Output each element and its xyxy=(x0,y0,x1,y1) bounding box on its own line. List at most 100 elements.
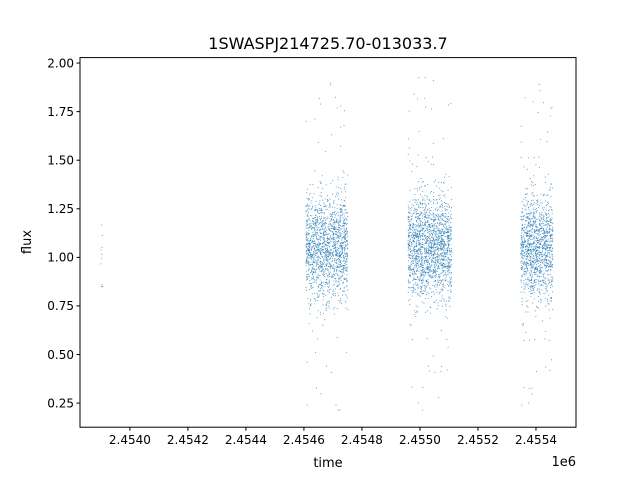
data-point xyxy=(309,279,311,282)
data-point xyxy=(430,296,432,298)
data-point xyxy=(440,218,442,220)
data-point xyxy=(415,315,417,317)
data-point xyxy=(543,194,545,196)
data-point xyxy=(307,208,309,210)
data-point xyxy=(413,249,415,251)
data-point xyxy=(531,267,534,269)
data-point xyxy=(536,306,538,308)
data-point xyxy=(433,281,435,283)
data-point xyxy=(425,106,427,108)
data-point xyxy=(424,213,426,215)
data-point xyxy=(324,255,326,257)
data-point xyxy=(538,234,540,236)
data-point xyxy=(522,274,524,276)
data-point xyxy=(540,271,542,273)
data-point xyxy=(433,301,435,303)
data-point xyxy=(543,207,545,209)
data-point xyxy=(101,224,103,226)
data-point xyxy=(420,259,422,262)
data-point xyxy=(432,256,434,258)
data-point xyxy=(319,182,322,184)
data-point xyxy=(430,191,432,193)
data-point xyxy=(532,222,534,224)
data-point xyxy=(327,259,329,261)
data-point xyxy=(342,264,344,266)
data-point xyxy=(329,82,331,84)
data-point xyxy=(332,293,334,295)
data-point xyxy=(432,234,434,236)
data-point xyxy=(448,235,450,237)
data-point xyxy=(322,304,324,306)
data-point xyxy=(440,189,442,192)
data-point xyxy=(337,230,340,232)
data-point xyxy=(333,213,335,215)
data-point xyxy=(342,266,345,269)
data-point xyxy=(546,266,548,268)
data-point xyxy=(450,229,452,231)
data-point xyxy=(538,241,540,244)
data-point xyxy=(323,270,325,272)
data-point xyxy=(546,298,549,300)
data-point xyxy=(544,232,546,234)
data-point xyxy=(316,338,319,340)
data-point xyxy=(450,285,452,287)
data-point xyxy=(533,249,535,251)
data-point xyxy=(435,231,437,233)
data-point xyxy=(537,262,539,264)
data-point xyxy=(307,211,309,213)
data-point xyxy=(317,222,319,224)
data-point xyxy=(538,272,540,274)
data-point xyxy=(424,259,426,261)
data-point xyxy=(422,285,424,287)
data-point xyxy=(334,243,336,245)
data-point xyxy=(432,243,434,245)
data-point xyxy=(334,278,336,280)
data-point xyxy=(343,267,345,269)
data-point xyxy=(440,242,443,244)
data-point xyxy=(311,246,313,248)
data-point xyxy=(331,258,334,260)
data-point xyxy=(446,235,449,237)
data-point xyxy=(413,205,415,207)
y-tick-label: 2.00 xyxy=(47,56,74,70)
data-point xyxy=(523,239,525,241)
data-point xyxy=(337,218,339,221)
data-point xyxy=(544,220,546,222)
data-point xyxy=(437,202,439,204)
data-point xyxy=(552,240,554,242)
data-point xyxy=(426,261,428,263)
data-point xyxy=(537,242,539,244)
data-point xyxy=(412,248,415,250)
data-point xyxy=(540,219,542,221)
data-point xyxy=(307,297,309,299)
data-point xyxy=(307,245,310,247)
data-point xyxy=(345,285,347,287)
data-point xyxy=(437,262,439,264)
data-point xyxy=(433,244,435,246)
data-point xyxy=(422,271,424,273)
data-point xyxy=(445,224,447,226)
data-point xyxy=(329,217,331,219)
data-point xyxy=(329,271,331,273)
data-point xyxy=(318,207,321,209)
data-point xyxy=(305,232,307,235)
data-point xyxy=(433,216,435,218)
data-point xyxy=(541,212,543,214)
data-point xyxy=(313,297,315,299)
data-point xyxy=(319,263,321,265)
data-point xyxy=(433,266,435,268)
data-point xyxy=(424,185,426,187)
data-point xyxy=(344,238,346,240)
x-tick-label: 2.4552 xyxy=(457,433,499,447)
data-point xyxy=(412,227,414,229)
data-point xyxy=(544,241,546,243)
data-point xyxy=(548,173,550,175)
data-point xyxy=(413,287,415,289)
data-point xyxy=(321,286,323,289)
data-point xyxy=(327,238,329,240)
data-point xyxy=(419,291,421,293)
data-point xyxy=(527,248,530,250)
data-point xyxy=(522,208,524,210)
data-point xyxy=(313,223,315,225)
data-point xyxy=(328,250,330,252)
